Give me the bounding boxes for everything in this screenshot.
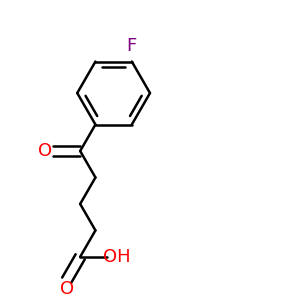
Text: O: O bbox=[60, 280, 74, 298]
Text: O: O bbox=[38, 142, 52, 160]
Text: OH: OH bbox=[103, 248, 130, 266]
Text: F: F bbox=[127, 37, 137, 55]
